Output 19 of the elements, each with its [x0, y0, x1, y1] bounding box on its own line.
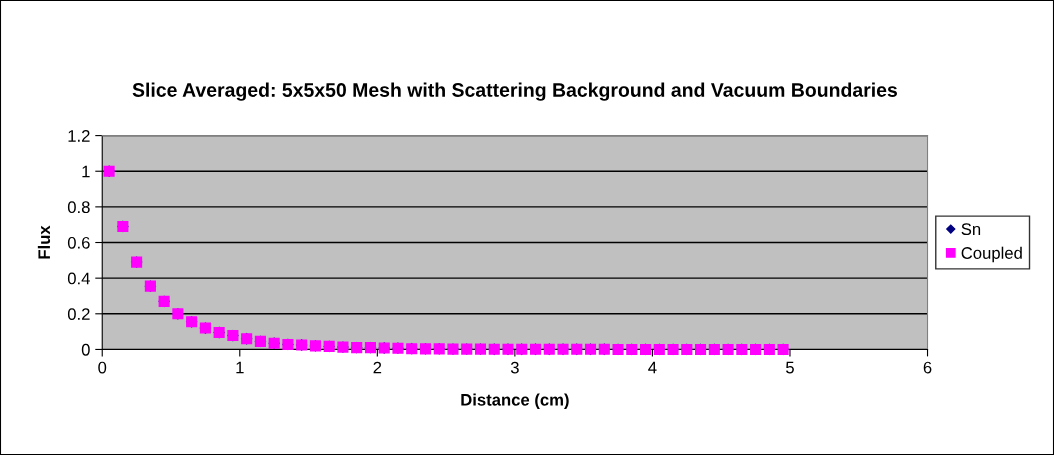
y-axis-title: Flux: [37, 225, 51, 259]
y-tick-label: 0.4: [67, 272, 90, 285]
x-tick-label: 3: [510, 361, 519, 374]
x-tick-label: 4: [648, 361, 657, 374]
y-tick-label: 1: [82, 165, 90, 178]
legend-label: Sn: [961, 223, 981, 236]
chart-title: Slice Averaged: 5x5x50 Mesh with Scattering Background and Vacuum Boundaries: [132, 82, 897, 101]
y-tick-label: 0.2: [67, 308, 90, 320]
legend-label: Coupled: [961, 246, 1022, 263]
x-tick-label: 2: [373, 361, 382, 374]
y-tick-label: 0: [81, 343, 90, 356]
x-tick-label: 0: [98, 361, 107, 374]
x-tick-label: 6: [923, 361, 932, 374]
y-tick-label: 0.8: [67, 201, 90, 214]
x-tick-label: 1: [236, 361, 244, 374]
y-tick-label: 1.2: [68, 129, 90, 142]
y-tick-label: 0.6: [67, 236, 90, 249]
x-axis-title: Distance (cm): [461, 393, 569, 409]
x-tick-label: 5: [786, 361, 794, 374]
